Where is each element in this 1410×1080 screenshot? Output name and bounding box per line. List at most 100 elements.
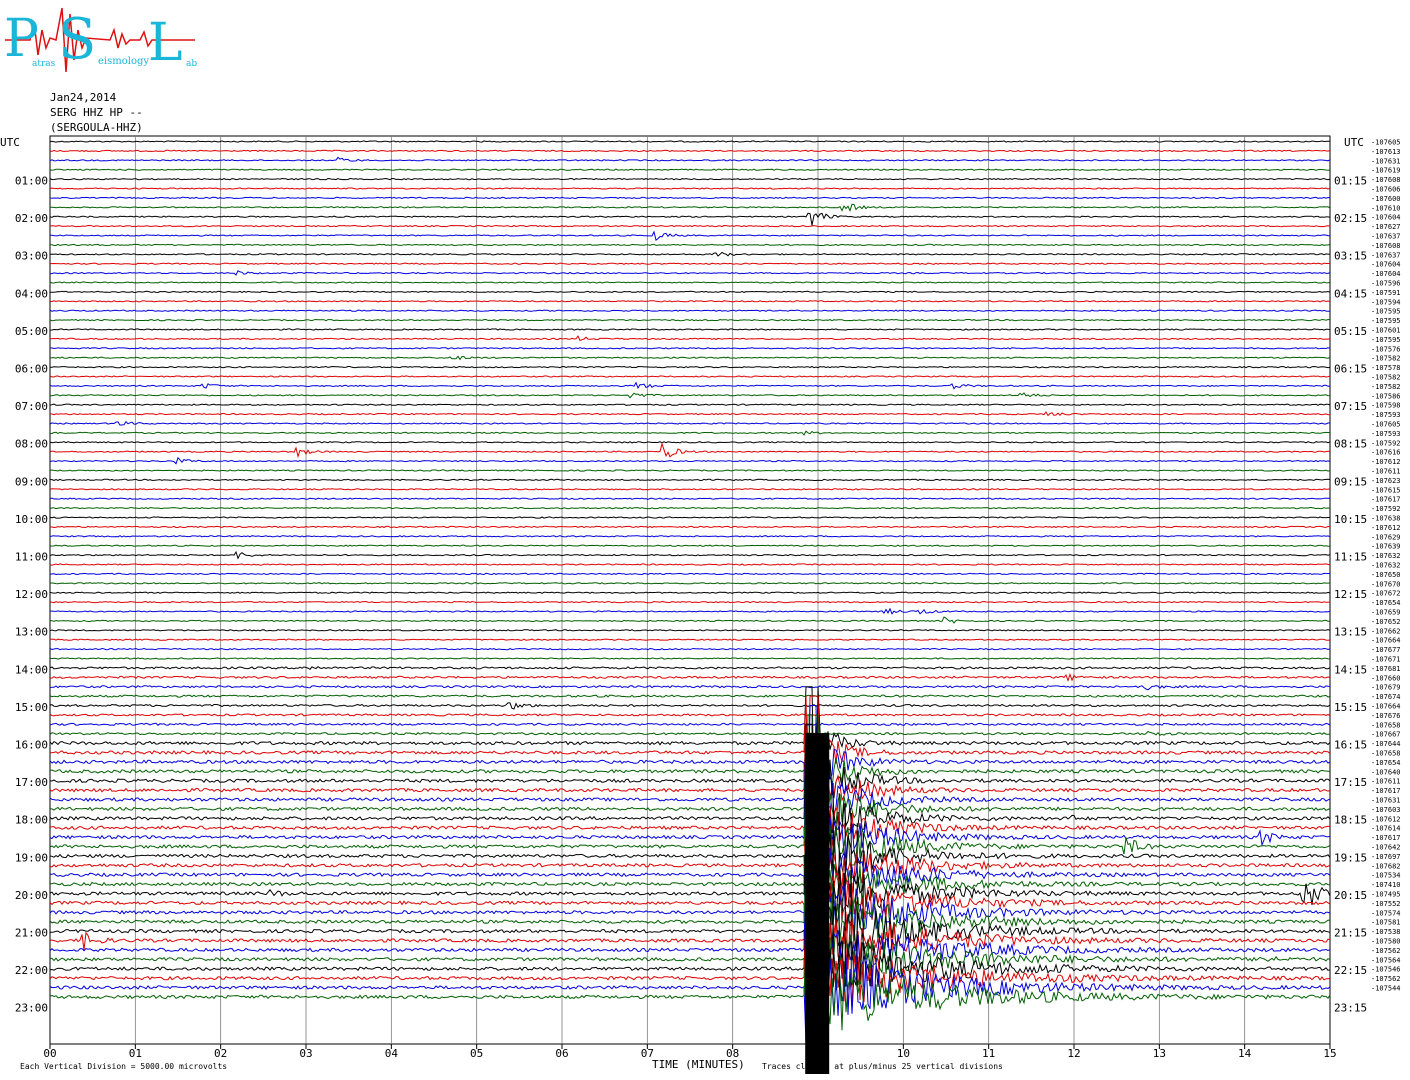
seismic-trace (50, 695, 1331, 809)
seismic-trace (49, 808, 1331, 923)
seismic-trace (49, 550, 1331, 560)
left-hour-label: 06:00 (15, 363, 48, 376)
seismic-trace (50, 607, 1331, 615)
trace-offset-label: -107660 (1371, 674, 1401, 682)
trace-offset-label: -107562 (1371, 975, 1401, 983)
right-hour-label: 04:15 (1334, 287, 1367, 300)
trace-offset-label: -107593 (1371, 430, 1401, 438)
seismic-trace (49, 827, 1331, 941)
seismic-trace (49, 355, 1331, 361)
seismic-trace (49, 506, 1331, 510)
seismic-trace (49, 156, 1331, 162)
seismic-trace (50, 525, 1331, 529)
right-hour-label: 22:15 (1334, 964, 1367, 977)
seismic-trace (49, 582, 1331, 585)
logo-letter-p: P (4, 9, 39, 69)
seismic-trace (49, 456, 1331, 465)
right-hour-label: 17:15 (1334, 776, 1367, 789)
x-tick-label: 08 (726, 1047, 739, 1060)
right-hour-label: 03:15 (1334, 250, 1367, 263)
trace-offset-label: -107592 (1371, 439, 1401, 447)
seismic-trace (49, 290, 1331, 294)
seismic-trace (49, 629, 1331, 632)
trace-offset-label: -107410 (1371, 881, 1401, 889)
trace-offset-label: -107677 (1371, 646, 1401, 654)
right-hour-label: 08:15 (1334, 438, 1367, 451)
x-tick-label: 10 (897, 1047, 910, 1060)
seismic-trace (49, 743, 1331, 857)
trace-offset-label: -107650 (1371, 571, 1401, 579)
trace-offset-label: -107495 (1371, 891, 1401, 899)
trace-offset-label: -107639 (1371, 543, 1401, 551)
trace-offset-label: -107632 (1371, 552, 1401, 560)
seismic-trace (49, 705, 1331, 819)
seismic-trace (50, 243, 1331, 247)
right-hour-label: 02:15 (1334, 212, 1367, 225)
seismic-trace (49, 931, 1331, 1045)
trace-offset-label: -107604 (1371, 261, 1401, 269)
trace-offset-label: -107632 (1371, 562, 1401, 570)
trace-offset-label: -107544 (1371, 985, 1401, 993)
x-tick-label: 12 (1067, 1047, 1080, 1060)
seismic-trace (49, 328, 1331, 331)
x-tick-label: 11 (982, 1047, 995, 1060)
right-hour-label: 18:15 (1334, 814, 1367, 827)
seismic-trace (49, 665, 1331, 670)
seismic-trace (49, 230, 1331, 241)
traces (49, 140, 1331, 1074)
seismic-trace (49, 714, 1331, 828)
left-hour-label: 04:00 (15, 287, 48, 300)
right-hour-label: 20:15 (1334, 889, 1367, 902)
seismic-trace (50, 817, 1331, 932)
trace-offset-label: -107619 (1371, 167, 1401, 175)
left-hour-label: 16:00 (15, 739, 48, 752)
seismic-trace (49, 516, 1331, 519)
seismic-trace (49, 752, 1331, 866)
x-tick-label: 14 (1238, 1047, 1252, 1060)
header-date: Jan24,2014 (50, 91, 117, 104)
seismic-trace (49, 497, 1331, 500)
seismic-trace (49, 846, 1331, 960)
seismic-trace (49, 535, 1331, 538)
trace-offset-label: -107605 (1371, 139, 1401, 147)
trace-offset-label: -107617 (1371, 496, 1401, 504)
right-hour-label: 12:15 (1334, 588, 1367, 601)
trace-offset-label: -107614 (1371, 825, 1401, 833)
seismic-trace (49, 375, 1331, 378)
seismic-trace (49, 442, 1331, 459)
trace-offset-label: -107595 (1371, 317, 1401, 325)
x-tick-label: 05 (470, 1047, 483, 1060)
trace-offset-label: -107611 (1371, 468, 1401, 476)
seismic-trace (49, 251, 1331, 257)
right-hour-label: 15:15 (1334, 701, 1367, 714)
seismic-trace (49, 187, 1331, 190)
trace-offset-label: -107606 (1371, 186, 1401, 194)
seismic-trace (49, 347, 1331, 350)
seismic-trace (49, 212, 1331, 226)
seismic-trace (49, 270, 1331, 276)
seismic-trace (49, 694, 1331, 698)
right-hour-label: 11:15 (1334, 551, 1367, 564)
left-hour-label: 01:00 (15, 175, 48, 188)
x-tick-label: 03 (299, 1047, 312, 1060)
right-utc-label: UTC (1344, 136, 1364, 149)
right-hour-label: 16:15 (1334, 739, 1367, 752)
footer-left-note: Each Vertical Division = 5000.00 microvo… (20, 1062, 227, 1071)
seismic-trace (49, 572, 1331, 576)
trace-offset-label: -107670 (1371, 580, 1401, 588)
trace-offset-label: -107534 (1371, 872, 1401, 880)
left-hour-label: 08:00 (15, 438, 48, 451)
seismic-trace (49, 761, 1331, 875)
left-hour-label: 19:00 (15, 851, 48, 864)
trace-offset-label: -107658 (1371, 721, 1401, 729)
trace-offset-label: -107617 (1371, 787, 1401, 795)
x-tick-label: 01 (129, 1047, 142, 1060)
trace-offset-label: -107615 (1371, 486, 1401, 494)
trace-offset-label: -107562 (1371, 947, 1401, 955)
seismic-trace (49, 855, 1331, 970)
seismic-trace (49, 168, 1331, 171)
seismic-trace (49, 902, 1331, 1017)
trace-offset-label: -107682 (1371, 862, 1401, 870)
trace-offset-label: -107654 (1371, 759, 1401, 767)
right-hour-label: 06:15 (1334, 363, 1367, 376)
